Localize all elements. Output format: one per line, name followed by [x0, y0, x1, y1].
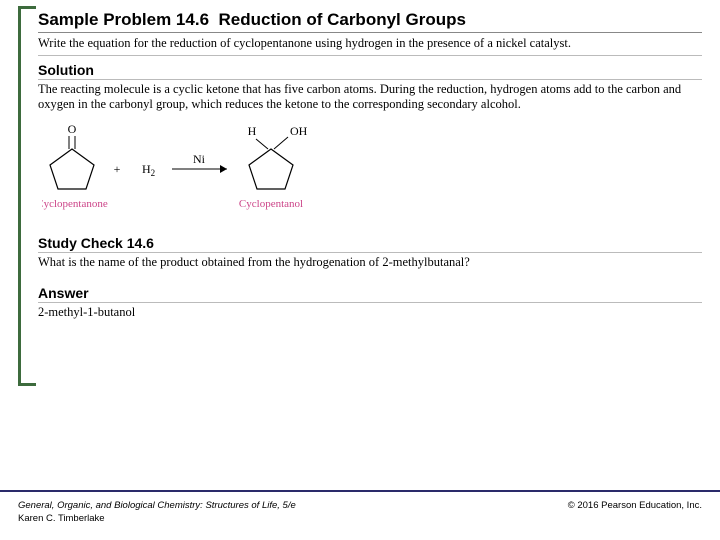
- product-structure: H OH: [248, 124, 308, 189]
- green-bracket-bottom: [18, 383, 36, 386]
- problem-prompt: Write the equation for the reduction of …: [38, 33, 702, 56]
- h2-reagent: H2: [142, 162, 155, 178]
- book-title: General, Organic, and Biological Chemist…: [18, 500, 296, 511]
- answer-text: 2-methyl-1-butanol: [38, 303, 702, 325]
- green-bracket: [18, 6, 24, 386]
- reaction-arrow: Ni: [172, 152, 227, 173]
- footer-copyright: © 2016 Pearson Education, Inc.: [568, 500, 702, 511]
- reactant-structure: O: [50, 122, 94, 189]
- answer-heading: Answer: [38, 285, 702, 303]
- product-h: H: [248, 124, 257, 138]
- green-bracket-top: [18, 6, 36, 9]
- studycheck-heading: Study Check 14.6: [38, 235, 702, 253]
- problem-number: Sample Problem 14.6: [38, 10, 209, 29]
- plus-sign: +: [114, 162, 121, 176]
- studycheck-question: What is the name of the product obtained…: [38, 253, 702, 275]
- catalyst-label: Ni: [193, 152, 206, 166]
- product-label: Cyclopentanol: [239, 198, 303, 210]
- reaction-diagram: O Cyclopentanone + H2 Ni H: [38, 117, 702, 229]
- footer-citation: General, Organic, and Biological Chemist…: [18, 500, 296, 526]
- page-footer: General, Organic, and Biological Chemist…: [0, 490, 720, 540]
- problem-name: Reduction of Carbonyl Groups: [218, 10, 465, 29]
- reactant-label: Cyclopentanone: [42, 198, 108, 210]
- solution-text: The reacting molecule is a cyclic ketone…: [38, 80, 702, 117]
- product-oh: OH: [290, 124, 308, 138]
- problem-title: Sample Problem 14.6 Reduction of Carbony…: [38, 10, 702, 33]
- solution-heading: Solution: [38, 62, 702, 80]
- book-author: Karen C. Timberlake: [18, 513, 105, 524]
- carbonyl-o: O: [68, 122, 77, 136]
